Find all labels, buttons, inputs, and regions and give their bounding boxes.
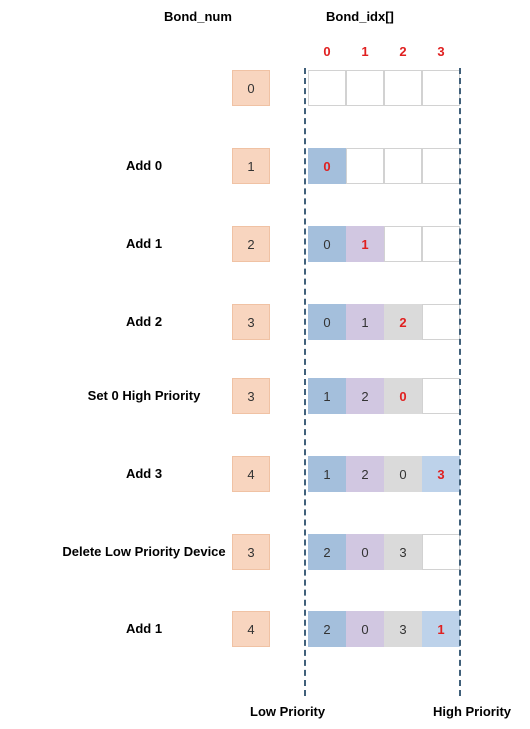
bond-idx-cell-2: 0 [384, 378, 422, 414]
bond-num-header: Bond_num [164, 9, 232, 24]
bond-idx-cell-0: 0 [308, 148, 346, 184]
bond-idx-cell-2 [384, 148, 422, 184]
step-label: Add 0 [125, 158, 163, 173]
high-priority-boundary [459, 68, 461, 696]
step-label: Add 3 [125, 466, 163, 481]
low-priority-boundary [304, 68, 306, 696]
bond-idx-cell-2: 2 [384, 304, 422, 340]
step-label: Add 1 [125, 621, 163, 636]
bond-idx-cell-2 [384, 70, 422, 106]
bond-idx-cell-0: 1 [308, 378, 346, 414]
index-label-1: 1 [361, 44, 369, 59]
bond-idx-cell-1: 0 [346, 611, 384, 647]
index-label-3: 3 [437, 44, 445, 59]
bond-idx-header: Bond_idx[] [326, 9, 394, 24]
bond-idx-cell-1: 0 [346, 534, 384, 570]
bond-idx-cell-3 [422, 378, 460, 414]
step-label: Add 1 [125, 236, 163, 251]
bond-idx-cell-1 [346, 148, 384, 184]
bond-idx-cell-0: 2 [308, 611, 346, 647]
bond-idx-cell-2: 3 [384, 534, 422, 570]
bond-idx-cell-2: 3 [384, 611, 422, 647]
bond-idx-cell-3 [422, 70, 460, 106]
bond-num-box: 0 [232, 70, 270, 106]
bond-idx-cell-0 [308, 70, 346, 106]
low-priority-label: Low Priority [250, 704, 326, 719]
bond-idx-cell-0: 0 [308, 226, 346, 262]
bond-num-box: 1 [232, 148, 270, 184]
bond-idx-cell-0: 1 [308, 456, 346, 492]
bond-idx-cell-3 [422, 534, 460, 570]
bond-idx-cell-3: 1 [422, 611, 460, 647]
bond-idx-cell-2 [384, 226, 422, 262]
bond-num-box: 3 [232, 534, 270, 570]
bond-idx-cell-0: 0 [308, 304, 346, 340]
bond-idx-cell-1: 1 [346, 226, 384, 262]
bond-idx-cell-1: 2 [346, 456, 384, 492]
bond-idx-cell-3: 3 [422, 456, 460, 492]
high-priority-label: High Priority [433, 704, 512, 719]
bond-idx-cell-2: 0 [384, 456, 422, 492]
bond-num-box: 4 [232, 611, 270, 647]
bond-idx-cell-1 [346, 70, 384, 106]
step-label: Add 2 [125, 314, 163, 329]
bond-idx-cell-0: 2 [308, 534, 346, 570]
bond-idx-cell-1: 1 [346, 304, 384, 340]
bond-num-box: 3 [232, 378, 270, 414]
bond-num-box: 3 [232, 304, 270, 340]
bond-idx-cell-3 [422, 304, 460, 340]
index-label-0: 0 [323, 44, 331, 59]
index-label-2: 2 [399, 44, 407, 59]
step-label: Delete Low Priority Device [62, 544, 226, 559]
bond-idx-cell-1: 2 [346, 378, 384, 414]
bond-num-box: 4 [232, 456, 270, 492]
bond-idx-cell-3 [422, 226, 460, 262]
bond-idx-cell-3 [422, 148, 460, 184]
bond-num-box: 2 [232, 226, 270, 262]
step-label: Set 0 High Priority [87, 388, 201, 403]
